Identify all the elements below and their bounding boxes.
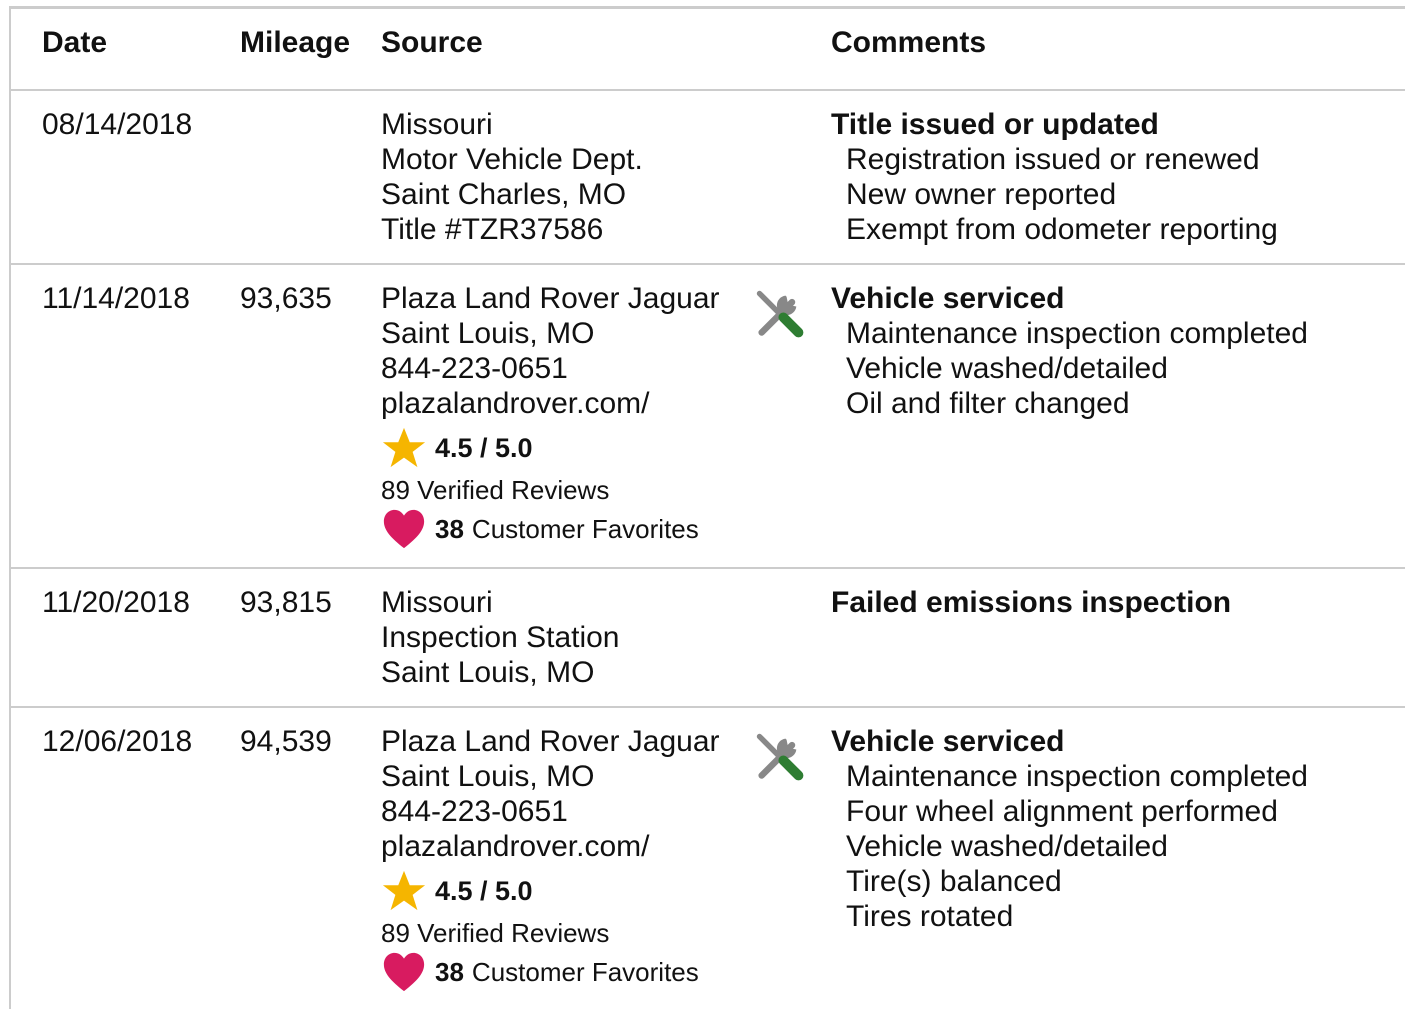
comments: Vehicle serviced Maintenance inspection c… bbox=[831, 724, 1308, 934]
rating: 4.5 / 5.0 bbox=[381, 425, 720, 471]
record-row: 08/14/2018 Missouri Motor Vehicle Dept. Sai… bbox=[11, 91, 1405, 265]
comment-title: Failed emissions inspection bbox=[831, 586, 1232, 619]
favorites-count: 38 bbox=[435, 956, 464, 987]
comments: Failed emissions inspection bbox=[831, 585, 1231, 620]
source-line: 844-223-0651 bbox=[381, 795, 568, 828]
favorites: 38 Customer Favorites bbox=[381, 952, 720, 992]
favorites: 38 Customer Favorites bbox=[381, 509, 720, 549]
comment-item: Tires rotated bbox=[846, 900, 1014, 933]
source-line: 844-223-0651 bbox=[381, 352, 568, 385]
comment-item: Four wheel alignment performed bbox=[846, 795, 1278, 828]
mileage: 93,815 bbox=[240, 586, 332, 619]
date: 08/14/2018 bbox=[42, 108, 193, 141]
comment-item: New owner reported bbox=[846, 178, 1117, 211]
star-icon bbox=[382, 870, 426, 911]
comment-title: Vehicle serviced bbox=[831, 282, 1065, 315]
comment-item: Exempt from odometer reporting bbox=[846, 213, 1278, 246]
favorites-label: Customer Favorites bbox=[471, 513, 699, 544]
star-icon bbox=[382, 427, 426, 468]
source: Plaza Land Rover Jaguar Saint Louis, MO 84… bbox=[381, 724, 720, 992]
history-table: Date Mileage Source Comments 08/14/2018 M… bbox=[9, 6, 1405, 1009]
comments: Title issued or updated Registration issu… bbox=[831, 107, 1278, 247]
mileage: 94,539 bbox=[240, 725, 332, 758]
source-line: Missouri bbox=[381, 108, 493, 141]
source-line: Plaza Land Rover Jaguar bbox=[381, 725, 720, 758]
source-line: Missouri bbox=[381, 586, 493, 619]
mileage: 93,635 bbox=[240, 282, 332, 315]
service-icon bbox=[756, 733, 804, 781]
comment-item: Oil and filter changed bbox=[846, 387, 1130, 420]
reviews: 89 Verified Reviews bbox=[381, 475, 610, 505]
comment-item: Vehicle washed/detailed bbox=[846, 830, 1168, 863]
comments: Vehicle serviced Maintenance inspection c… bbox=[831, 281, 1308, 421]
favorites-label: Customer Favorites bbox=[471, 956, 699, 987]
date: 11/14/2018 bbox=[42, 282, 190, 315]
source-line: Title #TZR37586 bbox=[381, 213, 604, 246]
source-line: plazalandrover.com/ bbox=[381, 387, 650, 420]
comment-title: Title issued or updated bbox=[831, 108, 1159, 141]
rating-value: 4.5 / 5.0 bbox=[435, 432, 533, 463]
source-line: Saint Louis, MO bbox=[381, 656, 595, 689]
reviews: 89 Verified Reviews bbox=[381, 918, 610, 948]
comment-item: Maintenance inspection completed bbox=[846, 317, 1308, 350]
header-mileage: Mileage bbox=[240, 26, 351, 59]
source-line: plazalandrover.com/ bbox=[381, 830, 650, 863]
record-row: 11/14/2018 93,635 Plaza Land Rover Jaguar S… bbox=[11, 265, 1405, 569]
date: 12/06/2018 bbox=[42, 725, 193, 758]
record-row: 11/20/2018 93,815 Missouri Inspection Stati… bbox=[11, 569, 1405, 708]
source-line: Motor Vehicle Dept. bbox=[381, 143, 643, 176]
source: Plaza Land Rover Jaguar Saint Louis, MO 84… bbox=[381, 281, 720, 549]
source-line: Saint Louis, MO bbox=[381, 317, 595, 350]
date: 11/20/2018 bbox=[42, 586, 190, 619]
header-row: Date Mileage Source Comments bbox=[11, 9, 1405, 91]
source-line: Inspection Station bbox=[381, 621, 620, 654]
source: Missouri Inspection Station Saint Louis, M… bbox=[381, 585, 620, 690]
favorites-count: 38 bbox=[435, 513, 464, 544]
source-line: Saint Charles, MO bbox=[381, 178, 627, 211]
header-source: Source bbox=[381, 26, 483, 59]
source-line: Plaza Land Rover Jaguar bbox=[381, 282, 720, 315]
comment-item: Vehicle washed/detailed bbox=[846, 352, 1168, 385]
rating-value: 4.5 / 5.0 bbox=[435, 875, 533, 906]
record-row: 12/06/2018 94,539 Plaza Land Rover Jaguar S… bbox=[11, 708, 1405, 1009]
comment-item: Tire(s) balanced bbox=[846, 865, 1062, 898]
comment-item: Maintenance inspection completed bbox=[846, 760, 1308, 793]
heart-icon bbox=[383, 952, 425, 992]
header-comments: Comments bbox=[831, 26, 987, 59]
service-icon bbox=[756, 290, 804, 338]
source-line: Saint Louis, MO bbox=[381, 760, 595, 793]
heart-icon bbox=[383, 509, 425, 549]
rating: 4.5 / 5.0 bbox=[381, 868, 720, 914]
header-date: Date bbox=[42, 26, 108, 59]
comment-item: Registration issued or renewed bbox=[846, 143, 1260, 176]
comment-title: Vehicle serviced bbox=[831, 725, 1065, 758]
source: Missouri Motor Vehicle Dept. Saint Charles… bbox=[381, 107, 643, 247]
